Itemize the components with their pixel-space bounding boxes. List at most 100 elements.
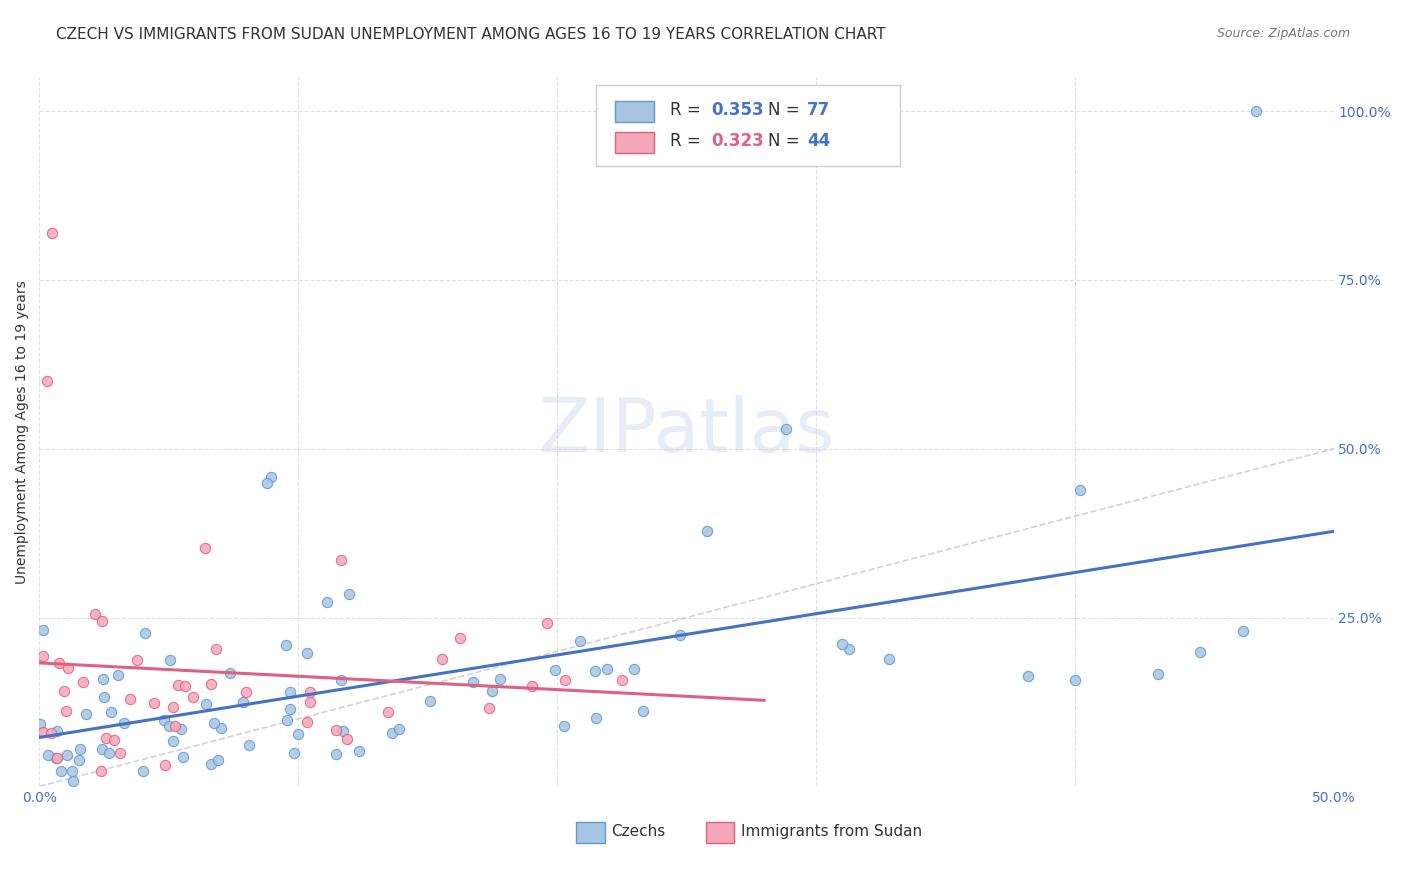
Point <box>877 652 900 666</box>
Point <box>181 690 204 704</box>
Point <box>481 683 503 698</box>
Text: Immigrants from Sudan: Immigrants from Sudan <box>741 824 922 839</box>
Point <box>623 662 645 676</box>
Point <box>544 663 567 677</box>
Point <box>260 470 283 484</box>
Point <box>377 705 399 719</box>
Y-axis label: Unemployment Among Ages 16 to 19 years: Unemployment Among Ages 16 to 19 years <box>15 280 30 583</box>
Point <box>103 733 125 747</box>
Point <box>163 719 186 733</box>
Point <box>287 727 309 741</box>
Point <box>131 764 153 778</box>
Point <box>55 704 77 718</box>
Point <box>276 639 298 653</box>
Point <box>1064 673 1087 687</box>
Point <box>107 668 129 682</box>
Point <box>94 731 117 745</box>
Point <box>172 750 194 764</box>
Point <box>159 718 181 732</box>
Point <box>283 746 305 760</box>
Text: N =: N = <box>768 101 804 119</box>
Point <box>31 649 53 664</box>
Bar <box>616 101 654 122</box>
Point <box>596 662 619 676</box>
Point <box>299 695 322 709</box>
Point <box>153 714 176 728</box>
Point <box>585 711 607 725</box>
Point <box>90 614 112 628</box>
Point <box>45 751 67 765</box>
Point <box>93 690 115 704</box>
Text: R =: R = <box>669 132 706 150</box>
Point <box>388 723 411 737</box>
Point <box>112 716 135 731</box>
Point <box>235 685 257 699</box>
Point <box>37 747 59 762</box>
Point <box>583 664 606 678</box>
Point <box>218 666 240 681</box>
Point <box>553 719 575 733</box>
Point <box>60 764 83 779</box>
Point <box>69 741 91 756</box>
Text: 0.353: 0.353 <box>711 101 763 119</box>
Point <box>209 721 232 735</box>
Point <box>1146 667 1168 681</box>
Point <box>53 684 76 698</box>
Point <box>200 757 222 772</box>
Point <box>45 724 67 739</box>
Text: Czechs: Czechs <box>612 824 665 839</box>
Point <box>205 642 228 657</box>
Point <box>554 673 576 687</box>
Point <box>232 695 254 709</box>
Point <box>67 753 90 767</box>
Point <box>295 646 318 660</box>
Point <box>329 553 352 567</box>
Point <box>162 699 184 714</box>
Point <box>37 374 59 388</box>
Point <box>75 707 97 722</box>
Point <box>62 774 84 789</box>
Point <box>419 693 441 707</box>
Point <box>91 672 114 686</box>
Point <box>569 634 592 648</box>
Point <box>696 524 718 538</box>
Point <box>56 748 79 763</box>
Point <box>41 226 63 240</box>
Point <box>489 672 512 686</box>
Text: ZIPatlas: ZIPatlas <box>538 395 835 468</box>
Point <box>449 631 471 645</box>
Point <box>669 628 692 642</box>
Point <box>98 746 121 760</box>
Bar <box>706 822 734 843</box>
Text: N =: N = <box>768 132 804 150</box>
Bar <box>616 132 654 153</box>
Text: Source: ZipAtlas.com: Source: ZipAtlas.com <box>1216 27 1350 40</box>
Text: R =: R = <box>669 101 706 119</box>
Point <box>631 705 654 719</box>
Point <box>256 476 278 491</box>
Point <box>347 744 370 758</box>
Text: CZECH VS IMMIGRANTS FROM SUDAN UNEMPLOYMENT AMONG AGES 16 TO 19 YEARS CORRELATIO: CZECH VS IMMIGRANTS FROM SUDAN UNEMPLOYM… <box>56 27 886 42</box>
Point <box>775 422 797 436</box>
Point <box>162 734 184 748</box>
Point <box>31 725 53 739</box>
Point <box>134 626 156 640</box>
Point <box>298 685 321 699</box>
Text: 44: 44 <box>807 132 830 150</box>
Text: 77: 77 <box>807 101 830 119</box>
Point <box>295 714 318 729</box>
Point <box>48 656 70 670</box>
Bar <box>576 822 605 843</box>
Point <box>325 747 347 761</box>
Point <box>143 696 166 710</box>
Point <box>238 738 260 752</box>
Point <box>46 751 69 765</box>
FancyBboxPatch shape <box>596 85 900 166</box>
Point <box>170 722 193 736</box>
Point <box>838 642 860 657</box>
Point <box>337 587 360 601</box>
Point <box>173 679 195 693</box>
Point <box>108 746 131 760</box>
Point <box>51 764 73 779</box>
Text: 0.323: 0.323 <box>711 132 763 150</box>
